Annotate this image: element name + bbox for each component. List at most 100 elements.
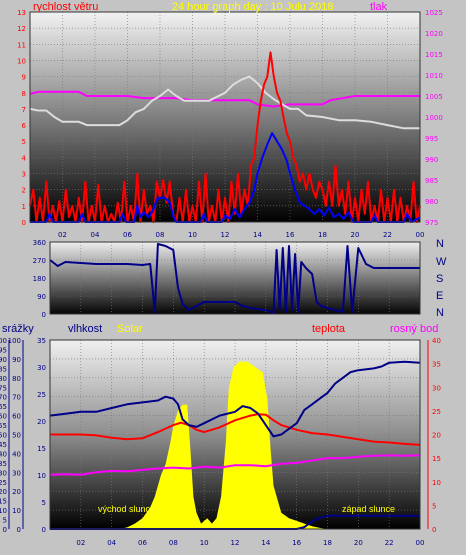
y-tick-label-humidity: 70 [12,394,21,402]
x-tick-label: 14 [261,539,270,547]
y-tick-label-rain: 95 [0,346,7,354]
y-tick-label-humidity: 30 [12,469,21,477]
y-tick-label-humidity: 40 [12,450,21,458]
y-tick-label-rain: 60 [0,413,7,421]
x-tick-label: 12 [231,539,240,547]
solar-label: Solar [117,323,143,335]
y-tick-label-pressure: 1025 [425,9,443,17]
y-tick-label-rain: 5 [3,517,7,525]
y-tick-label-solar: 0 [42,526,46,534]
direction-label-e: E [436,290,444,302]
direction-label-w: W [436,256,447,268]
y-tick-label-wind: 0 [22,219,26,227]
x-tick-label: 10 [188,231,197,239]
y-tick-label-humidity: 0 [17,526,21,534]
x-tick-label: 02 [76,539,85,547]
y-tick-label-temperature: 30 [432,384,441,392]
y-tick-label-humidity: 60 [12,413,21,421]
y-tick-label-solar: 35 [37,337,46,345]
y-tick-label-solar: 20 [37,418,46,426]
y-tick-label-solar: 30 [37,364,46,372]
y-tick-label-pressure: 975 [425,219,438,227]
y-tick-label-direction: 180 [33,275,46,283]
y-tick-label-temperature: 0 [432,526,436,534]
y-tick-label-humidity: 80 [12,375,21,383]
direction-panel-frame [49,241,421,315]
y-tick-label-wind: 3 [22,171,26,179]
x-tick-label: 06 [138,539,147,547]
y-tick-label-direction: 270 [33,257,46,265]
y-tick-label-humidity: 20 [12,488,21,496]
y-tick-label-rain: 90 [0,356,7,364]
y-tick-label-rain: 50 [0,432,7,440]
y-tick-label-pressure: 980 [425,198,438,206]
dew-point-label: rosný bod [390,323,439,335]
y-tick-label-pressure: 995 [425,135,438,143]
x-tick-label: 20 [354,539,363,547]
y-tick-label-solar: 15 [37,445,46,453]
y-tick-label-humidity: 90 [12,356,21,364]
x-tick-label: 22 [383,231,392,239]
x-tick-label: 06 [123,231,132,239]
y-tick-label-temperature: 40 [432,337,441,345]
y-tick-label-wind: 13 [17,9,26,17]
y-tick-label-rain: 35 [0,460,7,468]
y-tick-label-humidity: 100 [8,337,21,345]
x-tick-label: 04 [91,231,100,239]
y-tick-label-temperature: 5 [432,502,436,510]
y-tick-label-rain: 0 [3,526,7,534]
weather-series-line-1 [50,413,421,446]
x-tick-label: 00 [416,231,425,239]
y-tick-label-pressure: 1015 [425,51,443,59]
direction-series-line-0 [49,243,420,314]
weather-panel-frame [49,339,421,530]
x-tick-label: 10 [200,539,209,547]
x-tick-label: 18 [318,231,327,239]
x-tick-label: 16 [286,231,295,239]
weather-series-line-2 [49,454,421,476]
y-tick-label-rain: 30 [0,469,7,477]
weather-series-line-3 [49,360,421,438]
y-tick-label-pressure: 990 [425,156,438,164]
solar-area [50,361,420,529]
x-tick-label: 08 [169,539,178,547]
y-tick-label-pressure: 985 [425,177,438,185]
x-tick-label: 02 [58,231,67,239]
y-tick-label-pressure: 1000 [425,114,443,122]
y-tick-label-wind: 9 [22,74,26,82]
y-tick-label-direction: 0 [42,311,46,319]
y-tick-label-wind: 7 [22,106,26,114]
y-tick-label-temperature: 25 [432,408,441,416]
y-tick-label-rain: 10 [0,507,7,515]
y-tick-label-wind: 1 [22,203,26,211]
temperature-label: teplota [312,323,346,335]
y-tick-label-wind: 8 [22,90,26,98]
x-tick-label: 18 [323,539,332,547]
y-tick-label-rain: 80 [0,375,7,383]
wind-panel-frame [29,11,421,223]
y-tick-label-rain: 45 [0,441,7,449]
y-tick-label-rain: 40 [0,450,7,458]
y-tick-label-rain: 85 [0,365,7,373]
y-tick-label-solar: 10 [37,472,46,480]
y-tick-label-wind: 5 [22,138,26,146]
y-tick-label-wind: 6 [22,122,27,130]
y-tick-label-pressure: 1010 [425,72,443,80]
y-tick-label-pressure: 1005 [425,93,443,101]
y-tick-label-wind: 12 [17,25,26,33]
y-tick-label-temperature: 15 [432,455,441,463]
x-tick-label: 08 [156,231,165,239]
y-tick-label-direction: 360 [33,239,46,247]
weather-series-line-4 [50,514,420,530]
wind-speed-label: rychlost větru [33,1,99,13]
x-tick-label: 22 [385,539,394,547]
y-tick-label-humidity: 10 [12,507,21,515]
rain-label: srážky [2,323,34,335]
y-tick-label-temperature: 35 [432,361,441,369]
y-tick-label-solar: 5 [42,499,46,507]
wind-series-line-1 [29,75,420,130]
y-tick-label-wind: 10 [17,57,26,65]
y-tick-label-wind: 11 [17,41,26,49]
